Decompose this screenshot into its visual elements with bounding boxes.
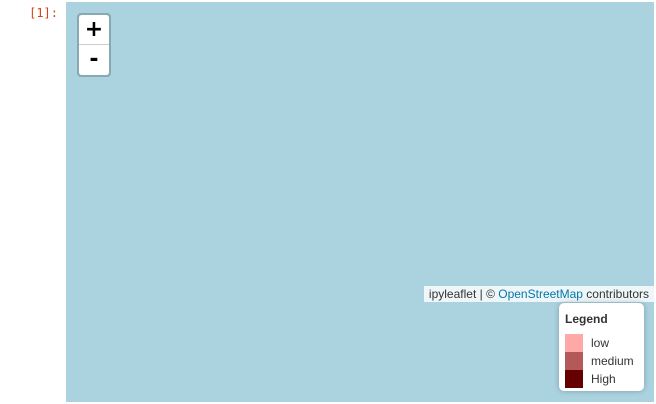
attribution-suffix: contributors (582, 287, 649, 301)
legend-item-low: low (565, 334, 641, 352)
zoom-in-button[interactable]: + (79, 15, 109, 45)
legend-label-high: High (591, 372, 616, 386)
legend-item-medium: medium (565, 352, 641, 370)
legend-item-high: High (565, 370, 641, 388)
openstreetmap-link[interactable]: OpenStreetMap (498, 287, 583, 301)
zoom-control: + - (77, 13, 111, 77)
attribution-prefix: ipyleaflet | © (428, 287, 499, 301)
map-widget[interactable]: + - ipyleaflet | © OpenStreetMap contrib… (66, 2, 654, 402)
legend-swatch-low (565, 334, 583, 352)
legend-swatch-medium (565, 352, 583, 370)
legend-title: Legend (565, 312, 608, 326)
legend-swatch-high (565, 370, 583, 388)
map-legend: Legend low medium High (559, 303, 644, 391)
zoom-out-button[interactable]: - (79, 45, 109, 75)
cell-output-prompt: [1]: (29, 6, 58, 20)
legend-label-medium: medium (591, 354, 634, 368)
legend-label-low: low (591, 336, 610, 350)
map-attribution: ipyleaflet | © OpenStreetMap contributor… (423, 286, 654, 302)
